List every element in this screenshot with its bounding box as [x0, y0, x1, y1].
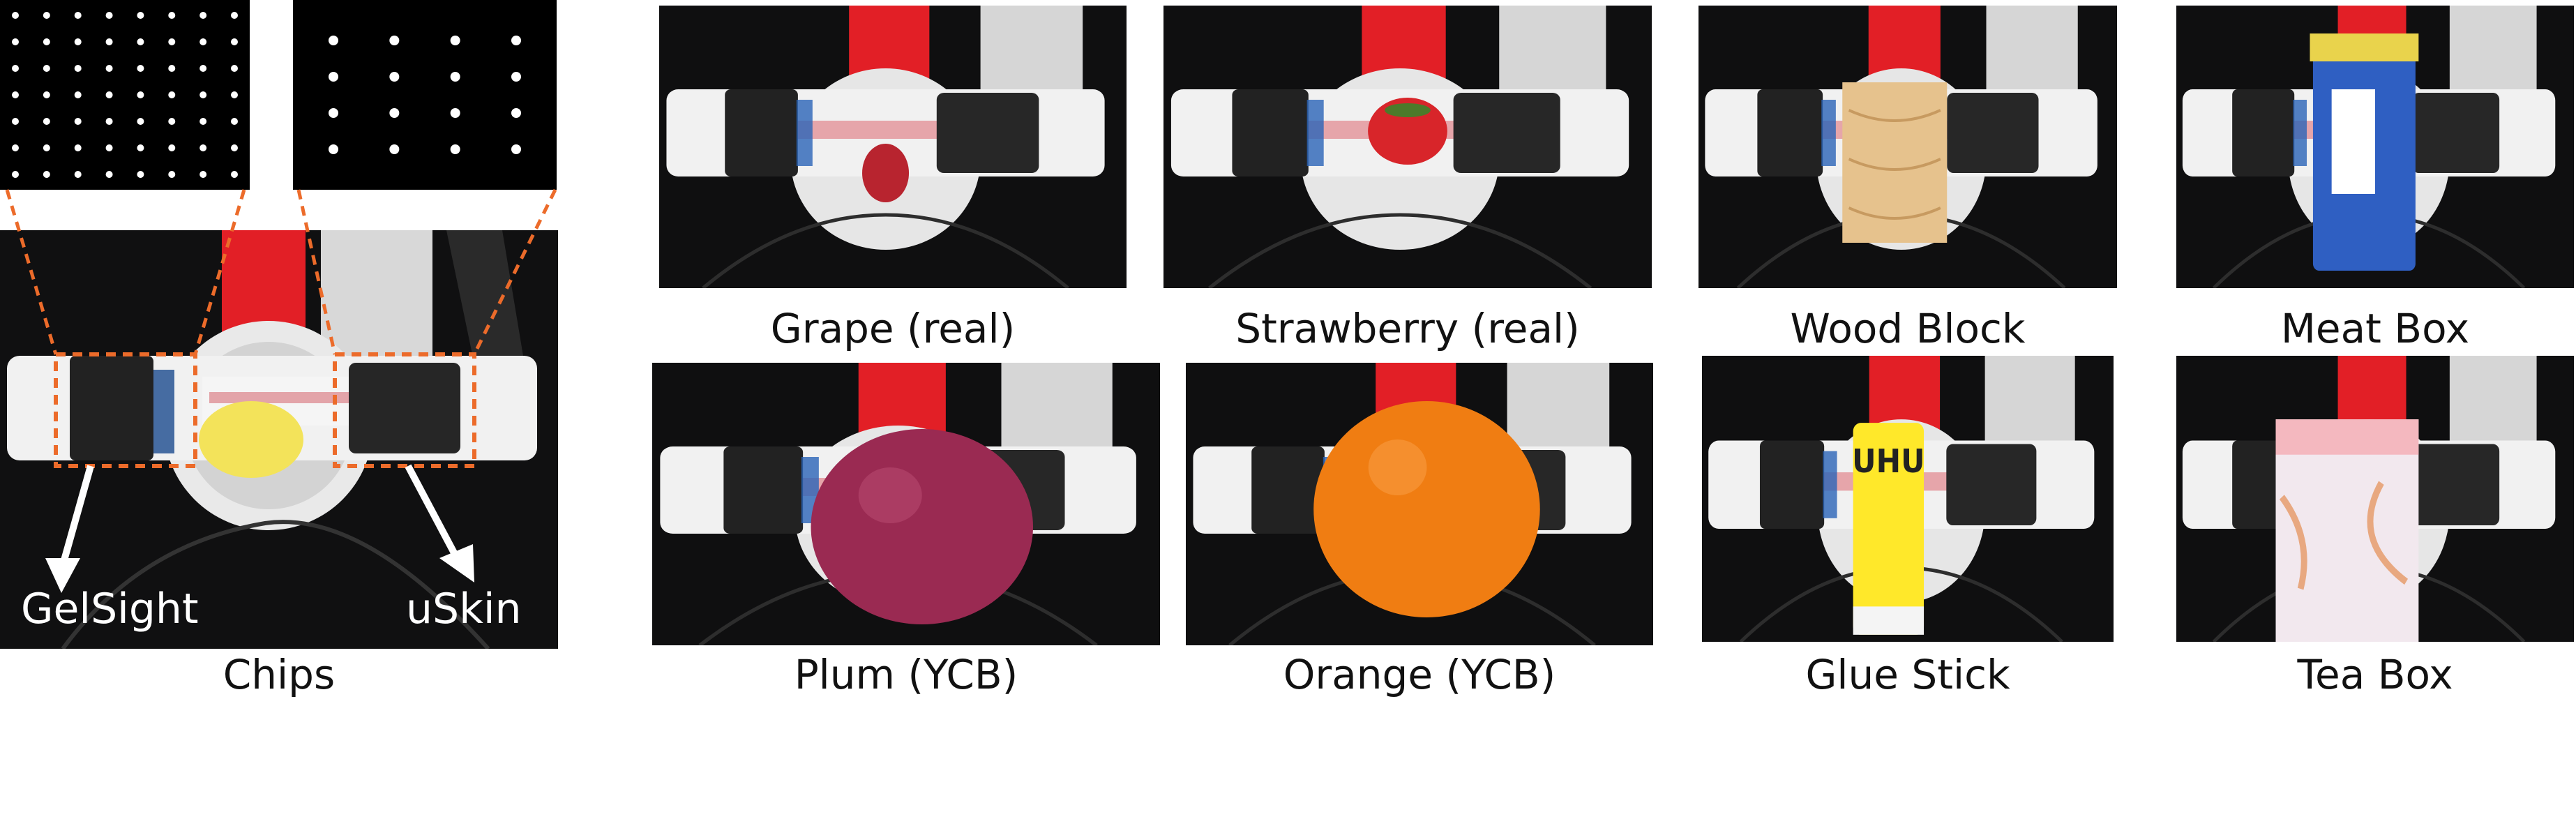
- marker-dot: [74, 91, 82, 98]
- marker-dot: [74, 38, 82, 45]
- marker-dot: [389, 144, 400, 154]
- marker-dot: [168, 171, 176, 178]
- marker-dot: [199, 38, 207, 45]
- marker-dot: [199, 118, 207, 125]
- marker-dot: [511, 36, 521, 45]
- marker-dot: [74, 171, 82, 178]
- marker-dot: [12, 118, 19, 125]
- marker-dot: [231, 12, 238, 19]
- marker-image-sparse: [293, 0, 557, 190]
- marker-dot: [137, 65, 144, 72]
- photo-teabox: [2176, 356, 2574, 642]
- caption-plum: Plum (YCB): [794, 651, 1018, 698]
- marker-dot: [329, 36, 338, 45]
- marker-dot: [43, 144, 50, 151]
- marker-dot: [231, 171, 238, 178]
- marker-dot: [199, 171, 207, 178]
- marker-dot: [137, 38, 144, 45]
- marker-dot: [43, 118, 50, 125]
- marker-dot: [105, 118, 113, 125]
- marker-dot: [231, 118, 238, 125]
- marker-dot: [12, 38, 19, 45]
- marker-dot: [450, 144, 460, 154]
- marker-dot: [199, 91, 207, 98]
- caption-orange: Orange (YCB): [1283, 651, 1556, 698]
- marker-dot: [105, 171, 113, 178]
- gelsight-label: GelSight: [21, 585, 199, 633]
- marker-dot: [43, 171, 50, 178]
- marker-dot: [199, 65, 207, 72]
- caption-teabox: Tea Box: [2297, 651, 2453, 698]
- caption-glue: Glue Stick: [1805, 651, 2010, 698]
- photo-plum: [652, 363, 1160, 645]
- photo-can: [2176, 6, 2574, 288]
- caption-can: Meat Box: [2280, 305, 2470, 352]
- marker-dot: [137, 118, 144, 125]
- marker-dot: [168, 91, 176, 98]
- marker-dot: [168, 38, 176, 45]
- photo-glue: UHU: [1702, 356, 2114, 642]
- photo-strawberry: [1163, 6, 1652, 288]
- marker-dot: [329, 108, 338, 118]
- marker-dot: [137, 171, 144, 178]
- marker-dot: [12, 91, 19, 98]
- marker-dot: [105, 144, 113, 151]
- marker-dot: [231, 65, 238, 72]
- marker-dot: [231, 38, 238, 45]
- marker-dot: [105, 38, 113, 45]
- marker-dot: [12, 12, 19, 19]
- marker-dot: [168, 144, 176, 151]
- marker-dot: [74, 144, 82, 151]
- marker-dot: [168, 12, 176, 19]
- caption-grape: Grape (real): [770, 305, 1016, 352]
- marker-dot: [137, 12, 144, 19]
- photo-grape: [659, 6, 1127, 288]
- marker-dot: [137, 144, 144, 151]
- marker-dot: [43, 91, 50, 98]
- marker-dot: [43, 65, 50, 72]
- marker-dot: [199, 12, 207, 19]
- marker-dot: [74, 65, 82, 72]
- marker-dot: [12, 65, 19, 72]
- photo-chips: [0, 230, 558, 649]
- marker-dot: [450, 36, 460, 45]
- marker-dot: [450, 72, 460, 82]
- marker-dot: [43, 38, 50, 45]
- marker-dot: [329, 144, 338, 154]
- marker-dot: [511, 72, 521, 82]
- marker-dot: [12, 144, 19, 151]
- marker-dot: [43, 12, 50, 19]
- caption-chips: Chips: [223, 651, 336, 698]
- svg-text:UHU: UHU: [1852, 442, 1925, 480]
- marker-dot: [105, 65, 113, 72]
- marker-dot: [12, 171, 19, 178]
- marker-dot: [168, 118, 176, 125]
- marker-dot: [511, 108, 521, 118]
- marker-dot: [231, 144, 238, 151]
- marker-dot: [105, 12, 113, 19]
- marker-dot: [450, 108, 460, 118]
- marker-dot: [231, 91, 238, 98]
- marker-dot: [389, 108, 400, 118]
- caption-wood: Wood Block: [1790, 305, 2026, 352]
- marker-dot: [74, 118, 82, 125]
- marker-dot: [105, 91, 113, 98]
- marker-dot: [511, 144, 521, 154]
- uskin-label: uSkin: [406, 585, 522, 633]
- marker-dot: [74, 12, 82, 19]
- marker-image-dense: [0, 0, 250, 190]
- marker-dot: [389, 72, 400, 82]
- zoom-connector-lines: [5, 188, 557, 356]
- photo-orange: [1186, 363, 1653, 645]
- photo-wood: [1698, 6, 2117, 288]
- marker-dot: [329, 72, 338, 82]
- marker-dot: [168, 65, 176, 72]
- marker-dot: [199, 144, 207, 151]
- marker-dot: [137, 91, 144, 98]
- caption-strawberry: Strawberry (real): [1235, 305, 1580, 352]
- marker-dot: [389, 36, 400, 45]
